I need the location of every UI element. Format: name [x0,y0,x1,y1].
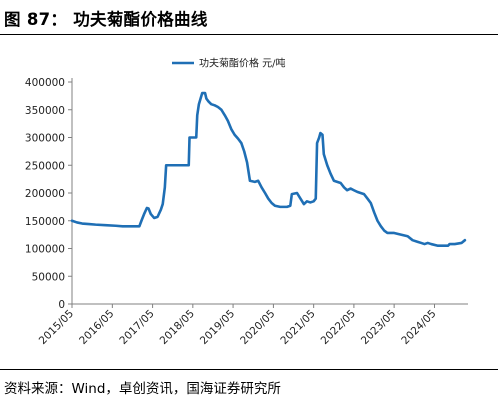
y-tick-label: 300000 [25,133,65,145]
y-tick-label: 200000 [25,188,65,200]
x-tick-label: 2022/05 [319,308,358,347]
y-tick-label: 250000 [25,160,65,172]
source-rule [0,369,498,370]
x-tick-label: 2021/05 [278,308,317,347]
legend-label: 功夫菊酯价格 元/吨 [199,57,286,70]
x-axis: 2015/05 2016/05 2017/05 2018/05 2019/05 2020/… [37,303,468,347]
x-tick-label: 2024/05 [399,308,438,347]
y-tick-label: 0 [58,299,65,311]
y-tick-label: 150000 [25,216,65,228]
x-tick-label: 2018/05 [158,308,197,347]
x-tick-label: 2017/05 [117,308,156,347]
title-rule [0,34,498,35]
y-tick-label: 350000 [25,105,65,117]
x-tick-label: 2016/05 [77,308,116,347]
x-tick-label: 2019/05 [198,308,237,347]
chart-legend: 功夫菊酯价格 元/吨 [172,57,286,70]
x-tick-label: 2020/05 [238,308,277,347]
figure-title: 图 87： 功夫菊酯价格曲线 [4,10,208,29]
plot-area [70,91,467,248]
y-tick-label: 400000 [25,77,65,89]
x-tick-label: 2023/05 [359,308,398,347]
series-line-0 [70,91,467,248]
y-axis: 0 50000 100000 150000 200000 250000 300000 3500… [25,77,73,311]
x-tick-label: 2015/05 [37,308,76,347]
source-note: 资料来源：Wind，卓创资讯，国海证券研究所 [4,381,281,397]
y-tick-label: 100000 [25,244,65,256]
y-tick-label: 50000 [32,271,65,283]
